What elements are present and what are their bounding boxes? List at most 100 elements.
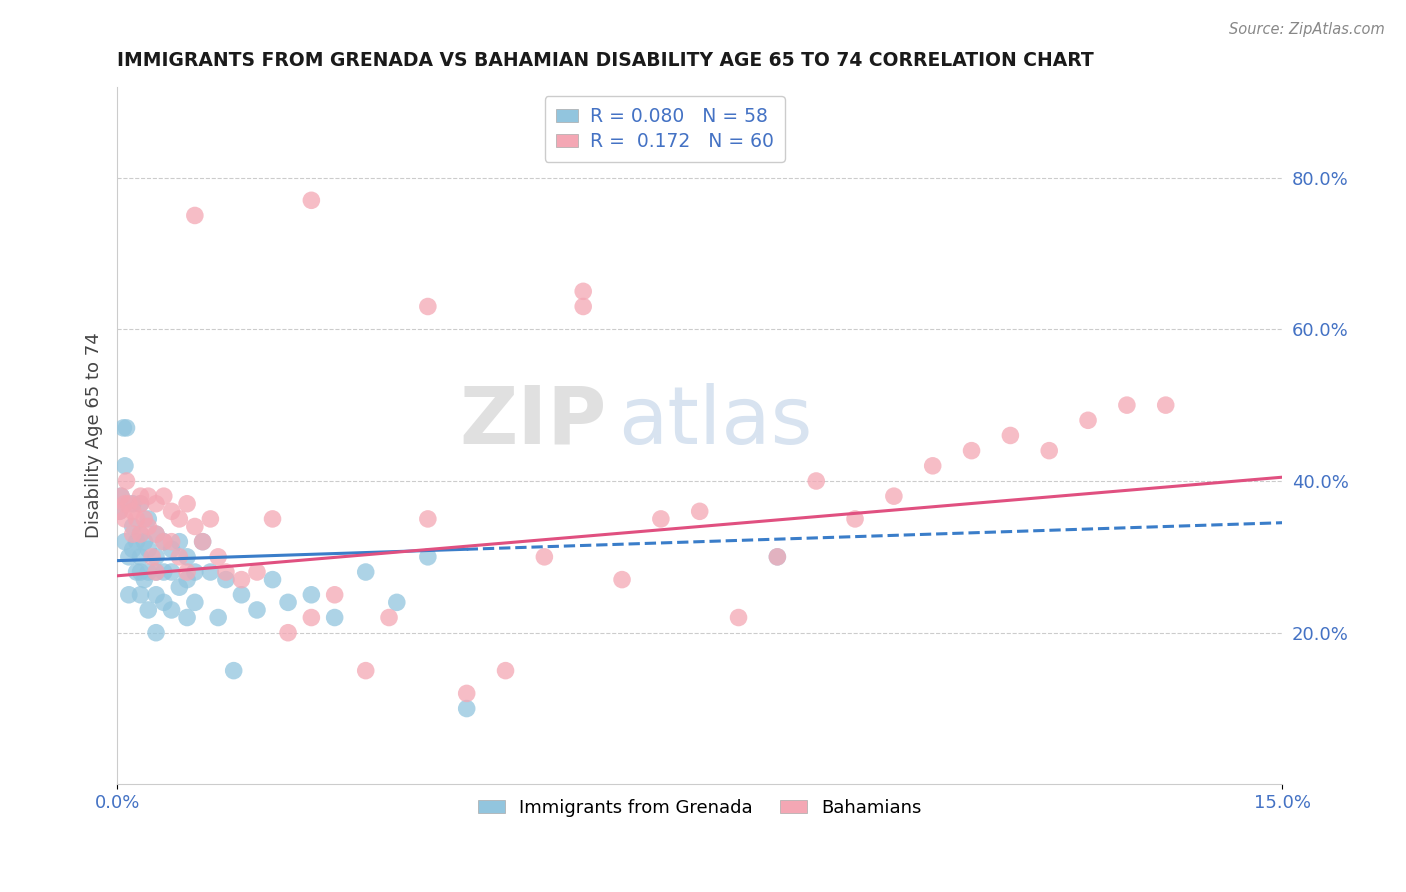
Point — [136, 603, 159, 617]
Point — [145, 497, 167, 511]
Point — [960, 443, 983, 458]
Point — [121, 542, 143, 557]
Point — [533, 549, 555, 564]
Point — [200, 565, 222, 579]
Point — [134, 512, 156, 526]
Point — [378, 610, 401, 624]
Point — [160, 565, 183, 579]
Text: ZIP: ZIP — [460, 383, 606, 460]
Point — [152, 534, 174, 549]
Point — [416, 549, 439, 564]
Point — [152, 534, 174, 549]
Point — [129, 588, 152, 602]
Point — [184, 209, 207, 223]
Text: Source: ZipAtlas.com: Source: ZipAtlas.com — [1229, 22, 1385, 37]
Point — [129, 527, 152, 541]
Point — [1038, 443, 1060, 458]
Point — [121, 527, 143, 541]
Point — [145, 549, 167, 564]
Point — [136, 565, 159, 579]
Point — [114, 534, 136, 549]
Point — [114, 512, 136, 526]
Point — [145, 565, 167, 579]
Point — [129, 497, 152, 511]
Point — [354, 565, 377, 579]
Point — [1115, 398, 1137, 412]
Point — [262, 512, 284, 526]
Point — [129, 549, 152, 564]
Point — [572, 300, 595, 314]
Point — [176, 497, 198, 511]
Point — [125, 512, 148, 526]
Point — [184, 595, 207, 609]
Point — [160, 504, 183, 518]
Point — [152, 595, 174, 609]
Point — [176, 549, 198, 564]
Point — [184, 519, 207, 533]
Point — [262, 573, 284, 587]
Point — [222, 664, 245, 678]
Point — [145, 588, 167, 602]
Point — [572, 285, 595, 299]
Point — [169, 549, 191, 564]
Point — [169, 580, 191, 594]
Text: IMMIGRANTS FROM GRENADA VS BAHAMIAN DISABILITY AGE 65 TO 74 CORRELATION CHART: IMMIGRANTS FROM GRENADA VS BAHAMIAN DISA… — [117, 51, 1094, 70]
Point — [883, 489, 905, 503]
Point — [141, 549, 163, 564]
Point — [115, 474, 138, 488]
Point — [129, 527, 152, 541]
Point — [134, 573, 156, 587]
Point — [207, 610, 229, 624]
Point — [610, 573, 633, 587]
Point — [121, 519, 143, 533]
Point — [766, 549, 789, 564]
Point — [110, 489, 132, 503]
Point — [129, 489, 152, 503]
Point — [121, 504, 143, 518]
Point — [299, 588, 322, 602]
Point — [246, 565, 269, 579]
Point — [160, 534, 183, 549]
Point — [416, 300, 439, 314]
Point — [299, 610, 322, 624]
Point — [277, 625, 299, 640]
Point — [184, 565, 207, 579]
Point — [1077, 413, 1099, 427]
Y-axis label: Disability Age 65 to 74: Disability Age 65 to 74 — [86, 333, 103, 539]
Point — [385, 595, 408, 609]
Point — [495, 664, 517, 678]
Point — [145, 625, 167, 640]
Point — [118, 497, 141, 511]
Point — [115, 421, 138, 435]
Point — [125, 565, 148, 579]
Point — [727, 610, 749, 624]
Point — [110, 489, 132, 503]
Point — [207, 549, 229, 564]
Point — [806, 474, 828, 488]
Point — [215, 565, 238, 579]
Point — [136, 489, 159, 503]
Point — [277, 595, 299, 609]
Point — [215, 573, 238, 587]
Point — [1000, 428, 1022, 442]
Point — [766, 549, 789, 564]
Point — [160, 603, 183, 617]
Point — [169, 512, 191, 526]
Point — [323, 610, 346, 624]
Point — [456, 701, 478, 715]
Point — [169, 534, 191, 549]
Point — [121, 497, 143, 511]
Point — [299, 194, 322, 208]
Point — [191, 534, 214, 549]
Point — [129, 565, 152, 579]
Point — [114, 458, 136, 473]
Point — [136, 542, 159, 557]
Point — [118, 549, 141, 564]
Point — [354, 664, 377, 678]
Point — [145, 527, 167, 541]
Point — [108, 504, 131, 518]
Point — [323, 588, 346, 602]
Point — [176, 610, 198, 624]
Point — [160, 542, 183, 557]
Point — [114, 497, 136, 511]
